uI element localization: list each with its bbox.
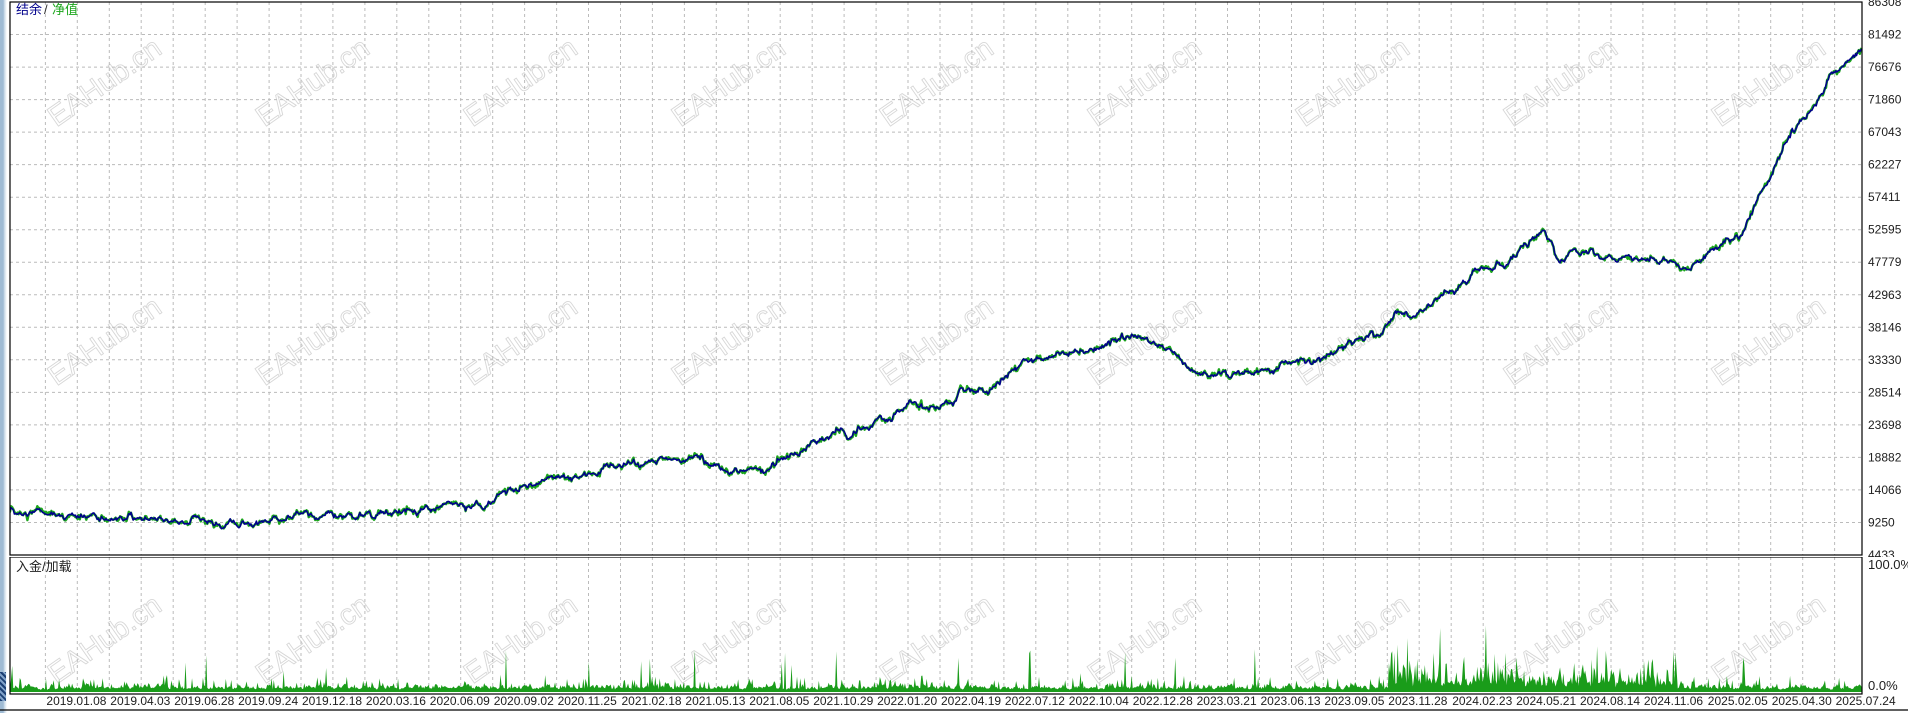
svg-text:结余: 结余 [16,2,42,17]
svg-text:2022.07.12: 2022.07.12 [1005,694,1065,708]
svg-text:2021.08.05: 2021.08.05 [749,694,809,708]
svg-text:33330: 33330 [1868,353,1902,367]
svg-text:2022.04.19: 2022.04.19 [941,694,1001,708]
svg-text:62227: 62227 [1868,158,1902,172]
svg-text:2023.06.13: 2023.06.13 [1261,694,1321,708]
svg-text:86308: 86308 [1868,0,1902,9]
svg-text:52595: 52595 [1868,223,1902,237]
svg-text:71860: 71860 [1868,93,1902,107]
svg-text:2022.10.04: 2022.10.04 [1069,694,1129,708]
svg-text:67043: 67043 [1868,125,1902,139]
svg-text:入金/加载: 入金/加载 [16,559,72,574]
svg-text:2023.03.21: 2023.03.21 [1197,694,1257,708]
svg-text:2019.04.03: 2019.04.03 [110,694,170,708]
svg-text:2020.06.09: 2020.06.09 [430,694,490,708]
svg-text:2025.07.24: 2025.07.24 [1836,694,1896,708]
svg-text:2021.10.29: 2021.10.29 [813,694,873,708]
svg-text:2020.03.16: 2020.03.16 [366,694,426,708]
svg-text:2021.02.18: 2021.02.18 [622,694,682,708]
svg-text:81492: 81492 [1868,28,1902,42]
svg-text:2022.01.20: 2022.01.20 [877,694,937,708]
svg-text:/: / [44,2,48,17]
svg-text:2023.09.05: 2023.09.05 [1324,694,1384,708]
svg-text:2019.09.24: 2019.09.24 [238,694,298,708]
svg-text:2019.06.28: 2019.06.28 [174,694,234,708]
svg-text:2020.11.25: 2020.11.25 [558,694,617,708]
svg-text:2020.09.02: 2020.09.02 [494,694,554,708]
svg-text:2024.08.14: 2024.08.14 [1580,694,1640,708]
svg-text:18882: 18882 [1868,450,1902,464]
svg-text:2019.01.08: 2019.01.08 [46,694,106,708]
svg-text:42963: 42963 [1868,288,1902,302]
svg-text:净值: 净值 [52,2,78,17]
svg-text:14066: 14066 [1868,483,1902,497]
svg-text:2021.05.13: 2021.05.13 [685,694,745,708]
svg-text:9250: 9250 [1868,516,1895,530]
svg-text:0.0%: 0.0% [1868,678,1898,693]
svg-text:2025.04.30: 2025.04.30 [1772,694,1832,708]
svg-text:57411: 57411 [1868,190,1901,204]
svg-text:28514: 28514 [1868,385,1902,399]
svg-text:2024.11.06: 2024.11.06 [1644,694,1703,708]
svg-text:2025.02.05: 2025.02.05 [1708,694,1768,708]
svg-text:2024.05.21: 2024.05.21 [1516,694,1576,708]
svg-text:47779: 47779 [1868,255,1902,269]
svg-text:38146: 38146 [1868,320,1902,334]
svg-text:23698: 23698 [1868,418,1902,432]
svg-text:2022.12.28: 2022.12.28 [1133,694,1193,708]
svg-text:4433: 4433 [1868,548,1895,557]
svg-text:76676: 76676 [1868,60,1902,74]
svg-text:2019.12.18: 2019.12.18 [302,694,362,708]
svg-text:2023.11.28: 2023.11.28 [1388,694,1447,708]
svg-text:2024.02.23: 2024.02.23 [1452,694,1512,708]
svg-text:100.0%: 100.0% [1868,557,1908,572]
